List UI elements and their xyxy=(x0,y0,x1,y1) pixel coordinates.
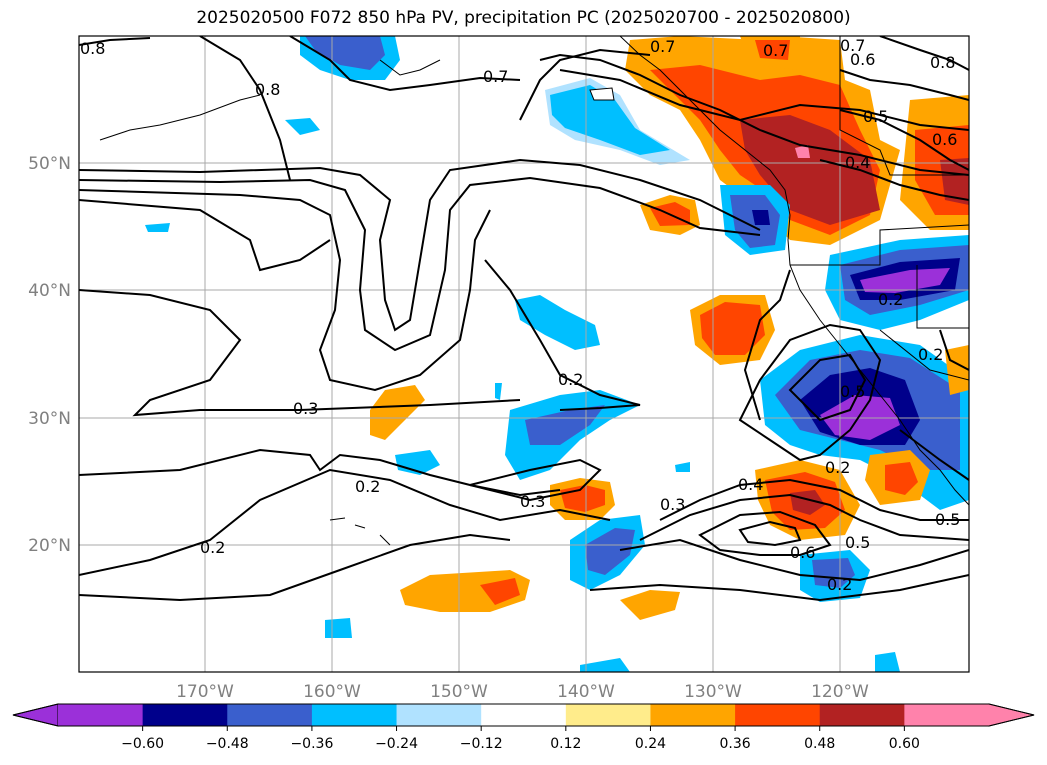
colorbar-bin xyxy=(227,704,313,726)
pv-contours xyxy=(79,36,969,602)
colorbar-tick-label: 0.36 xyxy=(720,736,751,752)
colorbar-extend-low xyxy=(12,703,59,727)
colorbar-bin xyxy=(565,704,651,726)
coastlines xyxy=(99,36,969,546)
colorbar-tick-label: 0.12 xyxy=(550,736,581,752)
colorbar-bin xyxy=(311,704,398,726)
contour-label: 0.4 xyxy=(845,153,870,172)
contour-label: 0.6 xyxy=(932,130,957,149)
colorbar-bin xyxy=(819,704,905,726)
chart-title: 2025020500 F072 850 hPa PV, precipitatio… xyxy=(196,8,851,28)
colorbar-bin xyxy=(904,704,990,726)
contour-label: 0.7 xyxy=(483,67,508,86)
contour-label: 0.2 xyxy=(355,477,380,496)
contour-label: 0.8 xyxy=(80,39,105,58)
lon-label: 130°W xyxy=(684,682,742,702)
longitude-labels: 170°W 160°W 150°W 140°W 130°W 120°W xyxy=(176,682,869,702)
lon-label: 160°W xyxy=(303,682,361,702)
map-frame xyxy=(78,35,970,673)
colorbar-bin xyxy=(650,704,736,726)
contour-label: 0.2 xyxy=(827,575,852,594)
contour-label: 0.7 xyxy=(650,37,675,56)
colorbar-tick-label: −0.48 xyxy=(206,736,249,752)
lon-label: 120°W xyxy=(811,682,869,702)
colorbar-tick-label: −0.24 xyxy=(375,736,418,752)
contour-label: 0.2 xyxy=(878,290,903,309)
contour-label: 0.4 xyxy=(738,475,763,494)
contour-label: 0.2 xyxy=(825,458,850,477)
contour-label: 0.7 xyxy=(763,41,788,60)
colorbar-bin xyxy=(142,704,228,726)
colorbar-tick-label: −0.12 xyxy=(460,736,503,752)
colorbar-bin xyxy=(58,704,144,726)
contour-label: 0.8 xyxy=(930,53,955,72)
colorbar: −0.60 −0.48 −0.36 −0.24 −0.12 0.12 0.24 0.36 0.4… xyxy=(12,703,1035,752)
lon-label: 170°W xyxy=(176,682,234,702)
colorbar-tick-label: 0.24 xyxy=(635,736,666,752)
lat-label: 40°N xyxy=(28,281,71,301)
contour-label: 0.8 xyxy=(255,80,280,99)
contour-label: 0.5 xyxy=(863,107,888,126)
colorbar-bin xyxy=(481,704,567,726)
lat-label: 30°N xyxy=(28,409,71,429)
colorbar-extend-high xyxy=(988,703,1035,727)
lat-label: 20°N xyxy=(28,536,71,556)
contour-label: 0.2 xyxy=(918,345,943,364)
lon-label: 140°W xyxy=(557,682,615,702)
contour-label: 0.7 xyxy=(840,36,865,55)
lat-label: 50°N xyxy=(28,154,71,174)
colorbar-tick-label: 0.60 xyxy=(889,736,920,752)
contour-label: 0.5 xyxy=(935,510,960,529)
contour-label: 0.6 xyxy=(790,543,815,562)
contour-label: 0.3 xyxy=(293,399,318,418)
contour-labels: 0.8 0.8 0.7 0.7 0.7 0.7 0.6 0.8 0.5 0.4 … xyxy=(80,36,960,594)
colorbar-tick-label: −0.60 xyxy=(121,736,164,752)
contour-label: 0.3 xyxy=(660,495,685,514)
colorbar-tick-label: 0.48 xyxy=(804,736,835,752)
lon-label: 150°W xyxy=(430,682,488,702)
colorbar-outline xyxy=(12,703,1035,727)
contour-label: 0.2 xyxy=(558,370,583,389)
colorbar-tick-label: −0.36 xyxy=(290,736,333,752)
latitude-labels: 50°N 40°N 30°N 20°N xyxy=(28,154,71,556)
contour-label: 0.3 xyxy=(520,492,545,511)
contour-label: 0.5 xyxy=(845,533,870,552)
contour-label: 0.2 xyxy=(200,538,225,557)
contour-label: 0.6 xyxy=(850,50,875,69)
colorbar-bin xyxy=(735,704,821,726)
contour-label: 0.5 xyxy=(840,382,865,401)
colorbar-bin xyxy=(396,704,482,726)
graticule xyxy=(79,36,969,672)
